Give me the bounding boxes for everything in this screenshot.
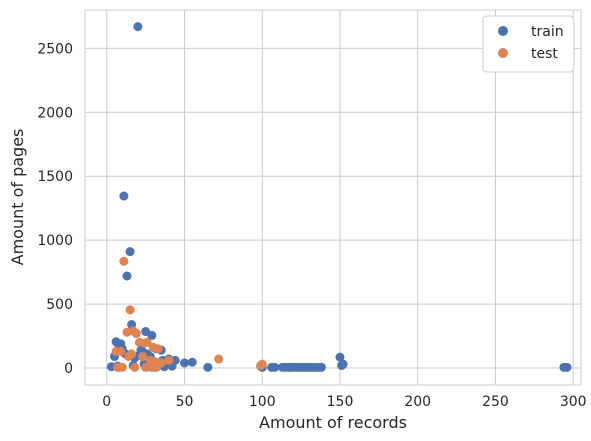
x-tick-label: 250 [482,394,509,410]
y-axis-label: Amount of pages [8,129,27,266]
data-point-train [119,191,129,201]
data-point-train [335,352,345,362]
data-point-train [270,362,280,372]
data-point-test [119,256,129,266]
legend-marker-train [498,26,508,36]
data-point-train [180,358,190,368]
data-point-test [257,359,267,369]
data-point-test [141,362,151,372]
data-point-test [125,305,135,315]
data-point-train [562,362,572,372]
y-tick-label: 2000 [37,105,73,121]
legend-marker-test [498,48,508,58]
data-point-test [131,328,141,338]
data-point-test [214,354,224,364]
data-point-test [127,349,137,359]
data-point-test [111,346,121,356]
x-axis-label: Amount of records [259,413,407,432]
y-tick-label: 500 [46,297,73,313]
x-tick-labels: 0 50 100 150 200 250 300 [102,394,586,410]
x-tick-label: 50 [176,394,194,410]
data-point-test [130,362,140,372]
data-points [106,22,572,372]
legend-label-train: train [531,24,564,40]
legend: train test [482,15,575,73]
y-tick-label: 1500 [37,169,73,185]
y-tick-label: 2500 [37,41,73,57]
data-point-test [152,362,162,372]
data-point-train [316,362,326,372]
legend-label-test: test [531,46,558,62]
data-point-test [164,355,174,365]
y-tick-label: 0 [64,361,73,377]
data-point-test [138,351,148,361]
x-tick-label: 100 [249,394,276,410]
x-tick-label: 0 [102,394,111,410]
data-point-train [122,271,132,281]
data-point-train [187,357,197,367]
data-point-train [338,359,348,369]
data-point-test [113,362,123,372]
x-tick-label: 300 [560,394,587,410]
data-point-test [142,337,152,347]
grid [85,10,581,385]
data-point-train [133,22,143,32]
y-tick-labels: 0 500 1000 1500 2000 2500 [37,41,73,377]
x-tick-label: 150 [327,394,354,410]
data-point-test [153,344,163,354]
data-point-train [125,247,135,257]
data-point-train [203,362,213,372]
x-tick-label: 200 [404,394,431,410]
data-point-train [147,330,157,340]
y-tick-label: 1000 [37,233,73,249]
